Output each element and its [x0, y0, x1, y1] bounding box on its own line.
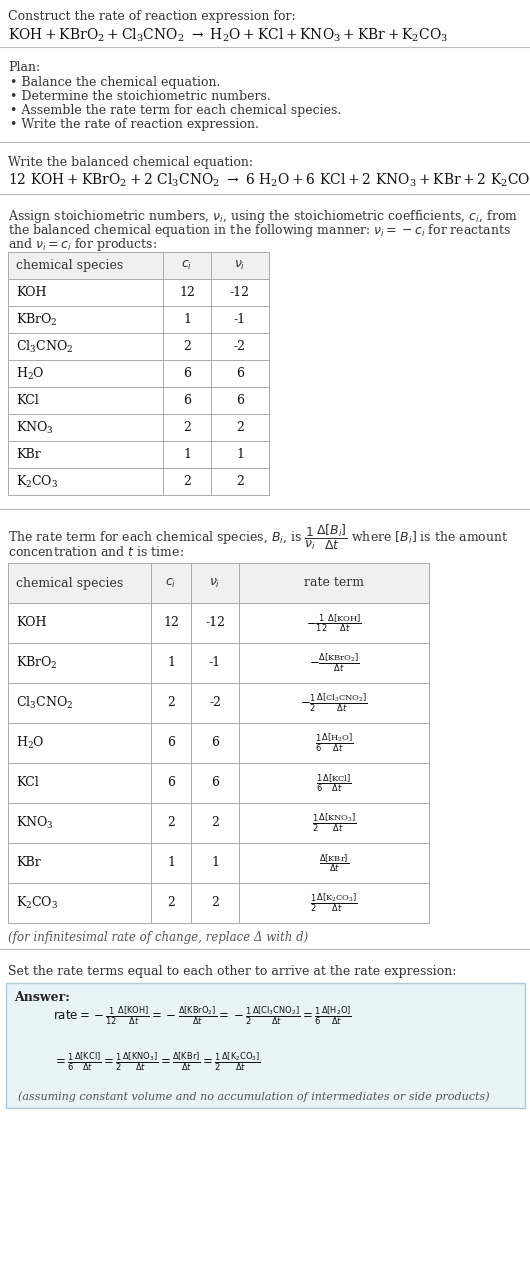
Text: 6: 6 — [183, 394, 191, 406]
Text: 2: 2 — [183, 340, 191, 353]
Text: $\frac{1}{2}\frac{\Delta[\mathregular{KNO_3}]}{\Delta t}$: $\frac{1}{2}\frac{\Delta[\mathregular{KN… — [312, 812, 356, 834]
Text: 6: 6 — [236, 367, 244, 380]
Text: KBr: KBr — [16, 448, 41, 461]
Text: 2: 2 — [167, 897, 175, 909]
Text: 1: 1 — [211, 856, 219, 870]
Text: • Assemble the rate term for each chemical species.: • Assemble the rate term for each chemic… — [10, 104, 341, 117]
Text: the balanced chemical equation in the following manner: $\nu_i = -c_i$ for react: the balanced chemical equation in the fo… — [8, 222, 511, 239]
Text: chemical species: chemical species — [16, 577, 123, 589]
Text: $\mathregular{K_2CO_3}$: $\mathregular{K_2CO_3}$ — [16, 895, 58, 911]
Text: KOH: KOH — [16, 616, 47, 630]
Text: 1: 1 — [183, 448, 191, 461]
Text: 6: 6 — [183, 367, 191, 380]
Text: 2: 2 — [167, 696, 175, 710]
Text: Construct the rate of reaction expression for:: Construct the rate of reaction expressio… — [8, 10, 296, 23]
Text: Assign stoichiometric numbers, $\nu_i$, using the stoichiometric coefficients, $: Assign stoichiometric numbers, $\nu_i$, … — [8, 208, 518, 225]
Text: and $\nu_i = c_i$ for products:: and $\nu_i = c_i$ for products: — [8, 236, 157, 253]
Text: $\mathregular{K_2CO_3}$: $\mathregular{K_2CO_3}$ — [16, 474, 58, 489]
Text: (assuming constant volume and no accumulation of intermediates or side products): (assuming constant volume and no accumul… — [18, 1091, 490, 1101]
Text: Set the rate terms equal to each other to arrive at the rate expression:: Set the rate terms equal to each other t… — [8, 965, 456, 978]
Bar — [8, 251, 269, 495]
Text: $\nu_i$: $\nu_i$ — [209, 577, 220, 589]
Text: 2: 2 — [183, 420, 191, 434]
Bar — [8, 563, 429, 923]
Text: $\mathregular{KNO_3}$: $\mathregular{KNO_3}$ — [16, 419, 54, 436]
Text: $\mathregular{KOH + KBrO_2 + Cl_3CNO_2 \ \rightarrow \ H_2O + KCl + KNO_3 + KBr : $\mathregular{KOH + KBrO_2 + Cl_3CNO_2 \… — [8, 27, 448, 44]
Text: $\mathregular{KBrO_2}$: $\mathregular{KBrO_2}$ — [16, 311, 58, 328]
Text: 6: 6 — [236, 394, 244, 406]
Text: $\mathregular{Cl_3CNO_2}$: $\mathregular{Cl_3CNO_2}$ — [16, 695, 73, 711]
Text: -1: -1 — [209, 657, 221, 669]
Text: $\mathregular{12\ KOH + KBrO_2 + 2\ Cl_3CNO_2 \ \rightarrow \ 6\ H_2O + 6\ KCl +: $\mathregular{12\ KOH + KBrO_2 + 2\ Cl_3… — [8, 171, 530, 189]
Text: $\frac{1}{6}\frac{\Delta[\mathregular{KCl}]}{\Delta t}$: $\frac{1}{6}\frac{\Delta[\mathregular{KC… — [316, 772, 352, 794]
Text: $\nu_i$: $\nu_i$ — [234, 259, 246, 272]
Text: -12: -12 — [205, 616, 225, 630]
Text: KOH: KOH — [16, 286, 47, 298]
Text: 1: 1 — [236, 448, 244, 461]
Text: • Write the rate of reaction expression.: • Write the rate of reaction expression. — [10, 118, 259, 131]
Text: Write the balanced chemical equation:: Write the balanced chemical equation: — [8, 156, 253, 169]
Text: 2: 2 — [211, 817, 219, 829]
Text: rate term: rate term — [304, 577, 364, 589]
Text: 6: 6 — [167, 737, 175, 749]
Text: -1: -1 — [234, 312, 246, 326]
Text: $-\frac{1}{2}\frac{\Delta[\mathregular{Cl_3CNO_2}]}{\Delta t}$: $-\frac{1}{2}\frac{\Delta[\mathregular{C… — [300, 692, 368, 714]
Text: The rate term for each chemical species, $B_i$, is $\dfrac{1}{\nu_i}\dfrac{\Delt: The rate term for each chemical species,… — [8, 523, 509, 552]
Text: concentration and $t$ is time:: concentration and $t$ is time: — [8, 545, 184, 559]
Text: $c_i$: $c_i$ — [181, 259, 192, 272]
Text: $\frac{\Delta[\mathregular{KBr}]}{\Delta t}$: $\frac{\Delta[\mathregular{KBr}]}{\Delta… — [319, 852, 349, 874]
Text: 2: 2 — [183, 475, 191, 488]
Text: -2: -2 — [209, 696, 221, 710]
Text: 2: 2 — [211, 897, 219, 909]
Text: -2: -2 — [234, 340, 246, 353]
Text: Plan:: Plan: — [8, 61, 40, 74]
Text: 2: 2 — [167, 817, 175, 829]
Text: chemical species: chemical species — [16, 259, 123, 272]
Text: KCl: KCl — [16, 776, 39, 790]
Text: KBr: KBr — [16, 856, 41, 870]
Text: 1: 1 — [183, 312, 191, 326]
Text: $\mathrm{rate} = -\frac{1}{12}\frac{\Delta[\mathrm{KOH}]}{\Delta t} = -\frac{\De: $\mathrm{rate} = -\frac{1}{12}\frac{\Del… — [53, 1005, 352, 1027]
Text: $= \frac{1}{6}\frac{\Delta[\mathrm{KCl}]}{\Delta t} = \frac{1}{2}\frac{\Delta[\m: $= \frac{1}{6}\frac{\Delta[\mathrm{KCl}]… — [53, 1052, 261, 1073]
Text: • Determine the stoichiometric numbers.: • Determine the stoichiometric numbers. — [10, 90, 271, 103]
Text: $\mathregular{KNO_3}$: $\mathregular{KNO_3}$ — [16, 815, 54, 831]
Text: 12: 12 — [179, 286, 195, 298]
Bar — [8, 251, 269, 279]
Text: 2: 2 — [236, 475, 244, 488]
Text: 12: 12 — [163, 616, 179, 630]
Text: 2: 2 — [236, 420, 244, 434]
Text: $c_i$: $c_i$ — [165, 577, 176, 589]
Text: -12: -12 — [230, 286, 250, 298]
Text: $\mathregular{H_2O}$: $\mathregular{H_2O}$ — [16, 735, 45, 751]
Text: (for infinitesimal rate of change, replace Δ with d): (for infinitesimal rate of change, repla… — [8, 931, 308, 944]
Text: • Balance the chemical equation.: • Balance the chemical equation. — [10, 76, 220, 89]
Text: $-\frac{1}{12}\frac{\Delta[\mathregular{KOH}]}{\Delta t}$: $-\frac{1}{12}\frac{\Delta[\mathregular{… — [306, 612, 362, 634]
Text: 6: 6 — [211, 737, 219, 749]
Text: $\mathregular{H_2O}$: $\mathregular{H_2O}$ — [16, 366, 45, 381]
Text: $-\frac{\Delta[\mathregular{KBrO_2}]}{\Delta t}$: $-\frac{\Delta[\mathregular{KBrO_2}]}{\D… — [308, 652, 359, 674]
Bar — [8, 563, 429, 603]
Text: $\mathregular{Cl_3CNO_2}$: $\mathregular{Cl_3CNO_2}$ — [16, 338, 73, 354]
Text: 6: 6 — [211, 776, 219, 790]
Text: KCl: KCl — [16, 394, 39, 406]
Text: 1: 1 — [167, 657, 175, 669]
Text: $\mathregular{KBrO_2}$: $\mathregular{KBrO_2}$ — [16, 655, 58, 671]
Text: 6: 6 — [167, 776, 175, 790]
Text: 1: 1 — [167, 856, 175, 870]
Text: $\frac{1}{2}\frac{\Delta[\mathregular{K_2CO_3}]}{\Delta t}$: $\frac{1}{2}\frac{\Delta[\mathregular{K_… — [310, 892, 358, 914]
Text: $\frac{1}{6}\frac{\Delta[\mathregular{H_2O}]}{\Delta t}$: $\frac{1}{6}\frac{\Delta[\mathregular{H_… — [315, 732, 354, 754]
FancyBboxPatch shape — [6, 983, 525, 1107]
Text: Answer:: Answer: — [14, 991, 70, 1005]
